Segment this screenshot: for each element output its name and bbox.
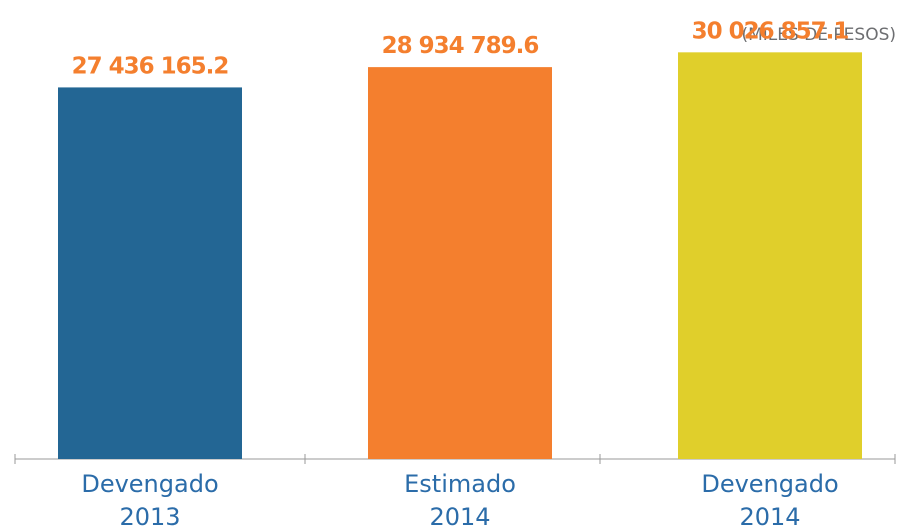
bar-value-label: 27 436 165.2 <box>72 53 229 79</box>
category-labels-group: Devengado 2013 Estimado 2014 Devengado 2014 <box>81 470 838 531</box>
value-labels-group: 27 436 165.2 28 934 789.6 30 026 857.1 <box>72 18 850 79</box>
category-label-line2: 2014 <box>739 503 800 531</box>
bars-group <box>58 52 862 459</box>
bar <box>368 67 552 459</box>
bar <box>58 87 242 459</box>
x-axis-ticks <box>14 454 896 464</box>
bar-value-label: 30 026 857.1 <box>692 18 849 44</box>
category-label-line2: 2013 <box>119 503 180 531</box>
category-label-line1: Devengado <box>81 470 218 498</box>
unit-label: (MILES DE PESOS) <box>741 25 896 45</box>
category-label-line2: 2014 <box>429 503 490 531</box>
bar-value-label: 28 934 789.6 <box>382 33 539 59</box>
category-label-line1: Estimado <box>404 470 516 498</box>
bar <box>678 52 862 459</box>
category-label-line1: Devengado <box>701 470 838 498</box>
